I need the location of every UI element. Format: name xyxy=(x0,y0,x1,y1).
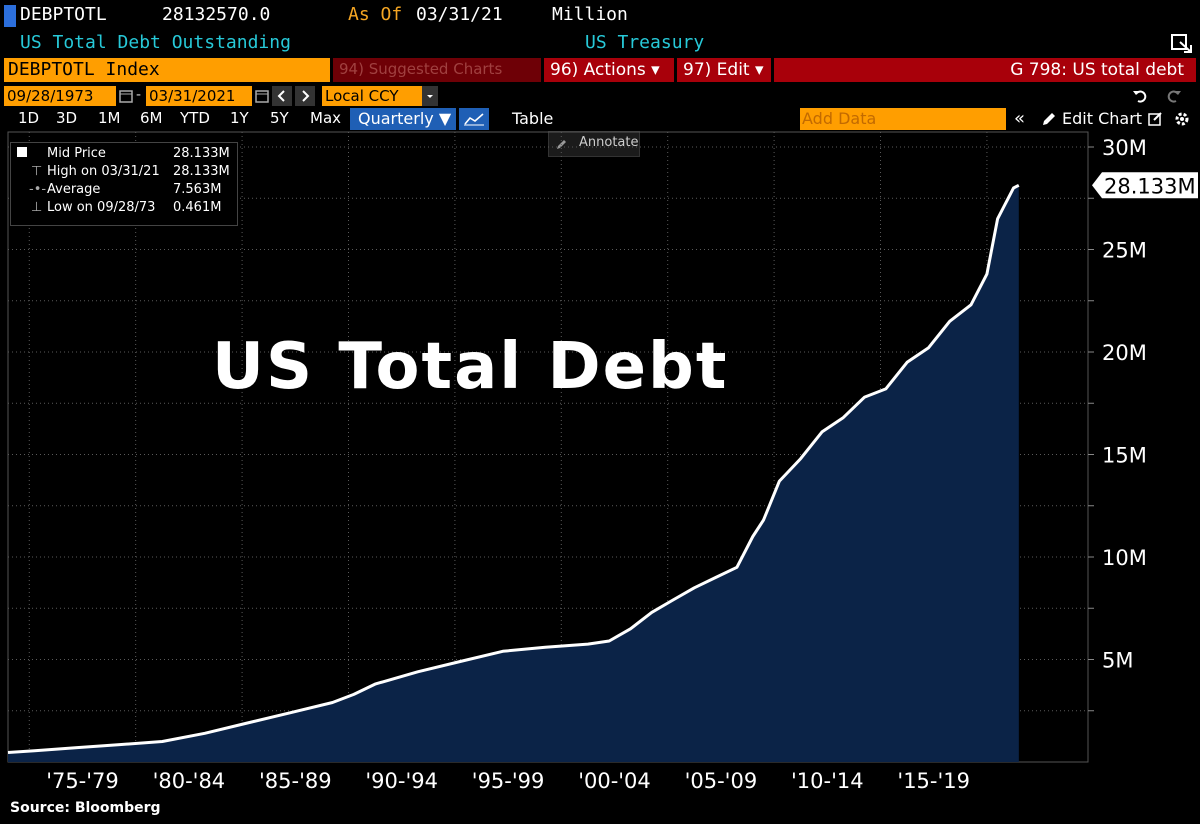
start-date: 09/28/1973 xyxy=(7,87,94,105)
edit-box-icon[interactable] xyxy=(1146,110,1164,128)
range-button-5y[interactable]: 5Y xyxy=(270,109,289,127)
legend-item: ⊥ Low on 09/28/73 0.461M xyxy=(17,200,231,218)
x-tick-label: '80-'84 xyxy=(153,769,226,793)
low-marker-icon: ⊥ xyxy=(31,200,43,215)
end-date: 03/31/2021 xyxy=(149,87,236,105)
range-button-ytd[interactable]: YTD xyxy=(180,109,210,127)
frequency-select[interactable]: Quarterly ▼ xyxy=(350,108,456,130)
edit-menu[interactable]: 97) Edit ▾ xyxy=(677,58,771,82)
legend-label: Average xyxy=(47,182,101,197)
y-tick-label: 15M xyxy=(1102,444,1147,468)
x-tick-label: '05-'09 xyxy=(685,769,758,793)
range-button-6m[interactable]: 6M xyxy=(140,109,163,127)
last-value: 28132570.0 xyxy=(162,4,271,25)
y-tick-label: 30M xyxy=(1102,136,1147,160)
y-tick-label: 10M xyxy=(1102,546,1147,570)
redo-icon[interactable] xyxy=(1164,86,1184,106)
currency-label: Local CCY xyxy=(325,87,399,105)
x-tick-label: '15-'19 xyxy=(897,769,970,793)
y-tick-label: 20M xyxy=(1102,341,1147,365)
pencil-icon[interactable] xyxy=(1040,110,1058,128)
x-tick-label: '00-'04 xyxy=(578,769,651,793)
edit-chart-button[interactable]: Edit Chart xyxy=(1062,109,1143,128)
source-footer: Source: Bloomberg xyxy=(10,800,161,816)
range-button-1m[interactable]: 1M xyxy=(98,109,121,127)
line-chart-icon[interactable] xyxy=(459,108,489,130)
legend-item: Mid Price 28.133M xyxy=(17,146,231,164)
suggested-charts-button[interactable]: 94) Suggested Charts xyxy=(333,58,541,82)
annotate-label: Annotate xyxy=(579,135,639,150)
overlay-title: US Total Debt xyxy=(212,330,729,404)
legend-label: Low on 09/28/73 xyxy=(47,200,156,215)
frequency-label: Quarterly ▼ xyxy=(358,109,452,128)
legend-item: ⊤ High on 03/31/21 28.133M xyxy=(17,164,231,182)
calendar-icon[interactable] xyxy=(117,86,135,106)
range-button-1y[interactable]: 1Y xyxy=(230,109,249,127)
start-date-input[interactable]: 09/28/1973 xyxy=(4,86,116,106)
legend-value: 28.133M xyxy=(173,146,230,161)
gear-icon[interactable] xyxy=(1172,110,1192,128)
series-line xyxy=(7,183,1020,755)
collapse-icon[interactable]: « xyxy=(1014,108,1026,129)
range-button-max[interactable]: Max xyxy=(310,109,342,127)
average-marker-icon: -•- xyxy=(29,182,47,197)
add-data-placeholder: Add Data xyxy=(802,109,877,128)
actions-menu[interactable]: 96) Actions ▾ xyxy=(544,58,674,82)
last-value-flag xyxy=(1092,172,1198,199)
series-description: US Total Debt Outstanding xyxy=(20,32,291,53)
legend-value: 28.133M xyxy=(173,164,230,179)
chevron-right-icon[interactable] xyxy=(295,86,315,106)
chevron-down-icon xyxy=(422,86,438,106)
legend-value: 7.563M xyxy=(173,182,222,197)
last-value-label: 28.133M xyxy=(1104,174,1196,198)
unit-label: Million xyxy=(552,4,628,25)
end-date-input[interactable]: 03/31/2021 xyxy=(146,86,252,106)
calendar-icon[interactable] xyxy=(253,86,271,106)
chart-title-bar: G 798: US total debt xyxy=(774,58,1196,82)
y-tick-label: 5M xyxy=(1102,649,1133,673)
x-tick-label: '90-'94 xyxy=(365,769,438,793)
legend-label: High on 03/31/21 xyxy=(47,164,160,179)
chevron-left-icon[interactable] xyxy=(272,86,292,106)
chart-title: G 798: US total debt xyxy=(1010,60,1184,80)
table-button[interactable]: Table xyxy=(512,109,554,128)
x-tick-label: '85-'89 xyxy=(259,769,332,793)
security-label: DEBPTOTL Index xyxy=(8,59,160,80)
ticker-marker xyxy=(4,5,16,27)
add-data-input[interactable]: Add Data xyxy=(800,108,1006,130)
undo-icon[interactable] xyxy=(1130,86,1150,106)
actions-label: 96) Actions ▾ xyxy=(550,60,660,80)
range-button-3d[interactable]: 3D xyxy=(56,109,78,127)
legend-label: Mid Price xyxy=(47,146,106,161)
range-button-1d[interactable]: 1D xyxy=(18,109,40,127)
x-tick-label: '10-'14 xyxy=(791,769,864,793)
y-tick-label: 25M xyxy=(1102,239,1147,263)
suggested-label: 94) Suggested Charts xyxy=(339,60,503,78)
date-separator: - xyxy=(136,87,142,103)
ticker: DEBPTOTL xyxy=(20,4,107,25)
legend: Mid Price 28.133M ⊤ High on 03/31/21 28.… xyxy=(10,142,238,226)
high-marker-icon: ⊤ xyxy=(31,164,43,179)
x-tick-label: '95-'99 xyxy=(472,769,545,793)
source-agency: US Treasury xyxy=(585,32,705,53)
series-area xyxy=(8,185,1019,763)
mid-price-swatch xyxy=(17,147,27,157)
popout-icon[interactable] xyxy=(1170,32,1194,54)
currency-select[interactable]: Local CCY xyxy=(322,86,438,106)
security-field[interactable]: DEBPTOTL Index xyxy=(4,58,330,82)
x-tick-label: '75-'79 xyxy=(46,769,119,793)
legend-item: -•- Average 7.563M xyxy=(17,182,231,200)
legend-value: 0.461M xyxy=(173,200,222,215)
as-of-label: As Of xyxy=(348,4,403,25)
edit-label: 97) Edit ▾ xyxy=(683,60,764,80)
as-of-date: 03/31/21 xyxy=(416,4,503,25)
